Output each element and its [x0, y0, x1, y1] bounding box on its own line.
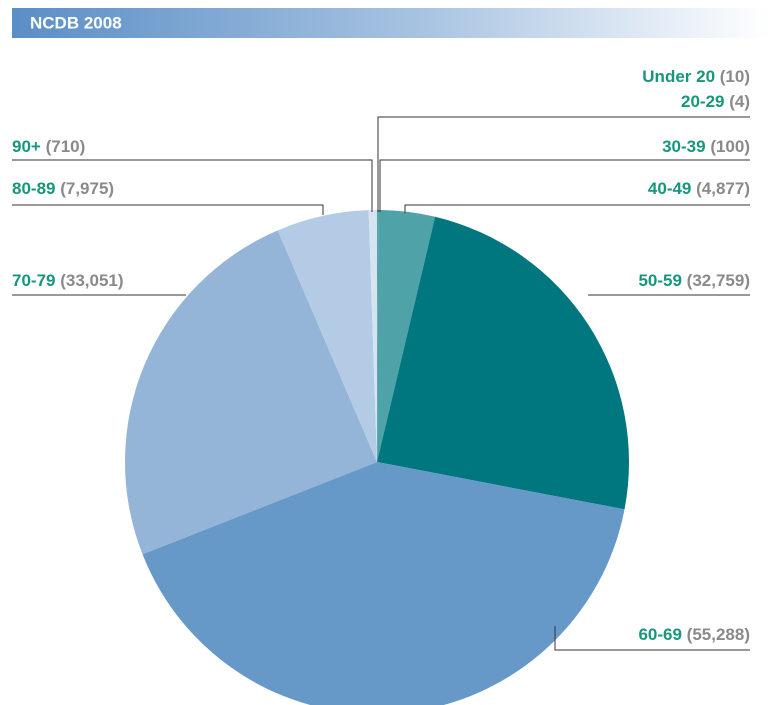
value-label: (10) — [720, 67, 750, 86]
slice-label: 20-29 (4) — [681, 92, 750, 111]
slice-label: Under 20 (10) — [642, 67, 750, 86]
leader-line — [379, 159, 750, 212]
slice-label: 80-89 (7,975) — [12, 179, 114, 198]
category-label: 50-59 — [638, 271, 681, 290]
value-label: (4,877) — [696, 179, 750, 198]
value-label: (4) — [729, 92, 750, 111]
category-label: 20-29 — [681, 92, 724, 111]
slice-label: 70-79 (33,051) — [12, 271, 124, 290]
category-label: 90+ — [12, 137, 41, 156]
category-label: 30-39 — [662, 137, 705, 156]
category-label: 40-49 — [648, 179, 691, 198]
pie-slice — [277, 210, 377, 462]
category-label: 60-69 — [638, 625, 681, 644]
value-label: (710) — [46, 137, 86, 156]
slice-label: 50-59 (32,759) — [638, 271, 750, 290]
chart-title: NCDB 2008 — [30, 13, 122, 32]
value-label: (55,288) — [687, 625, 750, 644]
category-label: 70-79 — [12, 271, 55, 290]
slice-label: 40-49 (4,877) — [648, 179, 750, 198]
value-label: (33,051) — [60, 271, 123, 290]
header-bar — [12, 8, 770, 38]
pie-slice — [124, 230, 377, 555]
slice-label: 30-39 (100) — [662, 137, 750, 156]
leader-line — [554, 626, 750, 651]
pie-slice — [368, 210, 377, 462]
category-label: 80-89 — [12, 179, 55, 198]
category-label: Under 20 — [642, 67, 715, 86]
pie-slice — [377, 210, 436, 462]
value-label: (100) — [710, 137, 750, 156]
pie-slice — [142, 462, 625, 705]
leader-line — [377, 116, 750, 212]
slice-label: 90+ (710) — [12, 137, 85, 156]
leader-line — [12, 159, 373, 212]
pie-slice — [377, 216, 629, 510]
value-label: (32,759) — [687, 271, 750, 290]
pie-slice — [377, 210, 379, 462]
leader-line — [404, 204, 750, 213]
value-label: (7,975) — [60, 179, 114, 198]
leader-line — [12, 204, 324, 215]
slice-label: 60-69 (55,288) — [638, 625, 750, 644]
